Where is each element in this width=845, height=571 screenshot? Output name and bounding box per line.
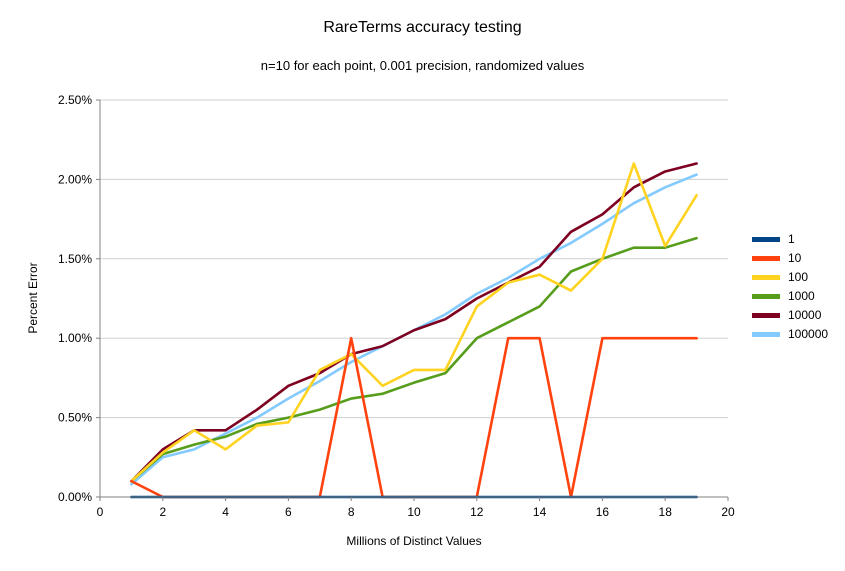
x-tick-label: 6 [285,505,292,519]
x-axis-title: Millions of Distinct Values [346,534,482,548]
legend-label: 1 [788,232,795,246]
chart-subtitle: n=10 for each point, 0.001 precision, ra… [260,58,585,73]
x-tick-label: 2 [159,505,166,519]
x-tick-label: 12 [470,505,484,519]
x-tick-label: 14 [533,505,547,519]
x-tick-label: 4 [222,505,229,519]
legend-item-10000: 10000 [752,308,828,322]
legend-swatch [752,312,780,318]
x-tick-label: 16 [596,505,610,519]
y-tick-label: 2.50% [58,93,92,107]
legend-item-1: 1 [752,232,828,246]
legend-label: 1000 [788,289,815,303]
legend-swatch [752,255,780,261]
legend-swatch [752,293,780,299]
legend-item-100000: 100000 [752,327,829,341]
legend-item-1000: 1000 [752,289,828,303]
legend-item-10: 10 [752,251,828,265]
x-tick-label: 18 [659,505,673,519]
y-tick-label: 0.50% [58,411,92,425]
chart-title: RareTerms accuracy testing [323,19,522,36]
x-tick-label: 0 [97,505,104,519]
legend-label: 10000 [788,308,822,322]
legend-swatch [752,236,780,242]
legend-label: 10 [788,251,802,265]
x-tick-label: 20 [721,505,735,519]
y-tick-label: 2.00% [58,172,92,186]
series-line-100 [130,162,698,483]
y-tick-label: 0.00% [58,490,92,504]
legend-label: 100000 [788,327,829,341]
x-tick-label: 10 [407,505,421,519]
series-line-10000 [130,162,698,483]
legend-label: 100 [788,270,809,284]
y-tick-label: 1.50% [58,252,92,266]
y-tick-label: 1.00% [58,331,92,345]
legend-swatch [752,274,780,280]
legend: 1 10 100 1000 10000 100000 [752,232,829,341]
x-tick-label: 8 [348,505,355,519]
legend-item-100: 100 [752,270,828,284]
legend-swatch [752,331,780,337]
